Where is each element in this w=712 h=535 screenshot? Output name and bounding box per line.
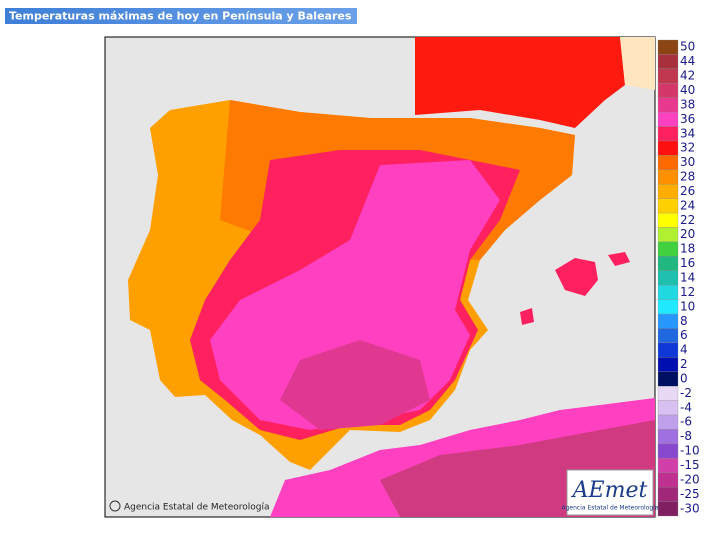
legend-swatch	[657, 169, 679, 185]
legend-swatch	[657, 270, 679, 286]
legend-swatch	[657, 155, 679, 170]
legend-swatch	[657, 458, 679, 473]
legend-swatch	[657, 126, 679, 142]
very-hot-region	[210, 160, 500, 430]
legend-swatch	[657, 111, 679, 127]
legend-label: -25	[680, 487, 700, 501]
legend-swatch	[657, 443, 679, 459]
legend-label: -4	[680, 400, 692, 414]
legend-swatch	[657, 400, 679, 416]
legend-swatch	[657, 198, 679, 214]
legend-label: 10	[680, 299, 695, 313]
legend-swatch	[657, 414, 679, 430]
legend-swatch	[657, 487, 679, 502]
logo-subtitle: Agencia Estatal de Meteorología	[562, 505, 659, 512]
legend-swatch	[657, 328, 679, 344]
legend-swatch	[657, 241, 679, 257]
legend-swatch	[657, 299, 679, 315]
legend-label: 38	[680, 97, 695, 111]
logo: AEmet	[571, 478, 648, 503]
legend-swatch	[657, 313, 679, 329]
legend-swatch	[657, 212, 679, 228]
legend-swatch	[657, 285, 679, 300]
legend-swatch	[657, 140, 679, 156]
legend-label: 44	[680, 54, 695, 68]
legend-label: 32	[680, 141, 695, 155]
legend-swatch	[657, 256, 679, 271]
legend-label: 34	[680, 126, 695, 140]
legend-label: -6	[680, 415, 692, 429]
legend-swatch	[657, 429, 679, 445]
legend-label: 4	[680, 343, 688, 357]
legend-label: 16	[680, 256, 695, 270]
legend-label: 24	[680, 198, 695, 212]
legend-swatch	[657, 227, 679, 243]
legend-label: 28	[680, 170, 695, 184]
legend-swatch	[657, 184, 679, 199]
legend-label: 22	[680, 213, 695, 227]
legend: 5044424038363432302826242220181614121086…	[657, 39, 700, 517]
legend-label: 6	[680, 328, 688, 342]
alps	[620, 37, 655, 90]
legend-label: -15	[680, 458, 700, 472]
legend-swatch	[657, 97, 679, 113]
menorca	[608, 252, 630, 266]
legend-swatch	[657, 342, 679, 358]
legend-label: -2	[680, 386, 692, 400]
title: Temperaturas máximas de hoy en Península…	[9, 10, 352, 23]
legend-label: 20	[680, 227, 695, 241]
logo-box	[566, 469, 654, 516]
legend-label: -10	[680, 444, 700, 458]
legend-swatch	[657, 371, 679, 387]
copyright-icon	[109, 500, 121, 512]
legend-label: -8	[680, 429, 692, 443]
legend-label: 36	[680, 112, 695, 126]
legend-label: 30	[680, 155, 695, 169]
mallorca	[555, 258, 598, 296]
legend-label: 12	[680, 285, 695, 299]
legend-swatch	[657, 54, 679, 69]
map: AEmet Agencia Estatal de Meteorología Ag…	[104, 36, 659, 518]
credit: Agencia Estatal de Meteorología	[124, 503, 270, 513]
legend-label: 8	[680, 314, 688, 328]
legend-label: 40	[680, 83, 695, 97]
legend-label: 2	[680, 357, 688, 371]
legend-label: 14	[680, 271, 695, 285]
legend-swatch	[657, 68, 679, 84]
title-bar	[5, 8, 357, 24]
legend-label: 42	[680, 69, 695, 83]
legend-swatch	[657, 83, 679, 98]
legend-swatch	[657, 39, 679, 55]
south-region	[280, 340, 430, 430]
legend-label: 0	[680, 371, 688, 385]
ibiza	[520, 308, 534, 325]
france	[415, 37, 625, 128]
legend-swatch	[657, 386, 679, 401]
legend-label: 18	[680, 242, 695, 256]
legend-label: -30	[680, 501, 700, 515]
legend-swatch	[657, 357, 679, 372]
legend-label: 50	[680, 40, 695, 54]
legend-swatch	[657, 501, 679, 517]
legend-label: -20	[680, 472, 700, 486]
legend-swatch	[657, 472, 679, 488]
legend-label: 26	[680, 184, 695, 198]
